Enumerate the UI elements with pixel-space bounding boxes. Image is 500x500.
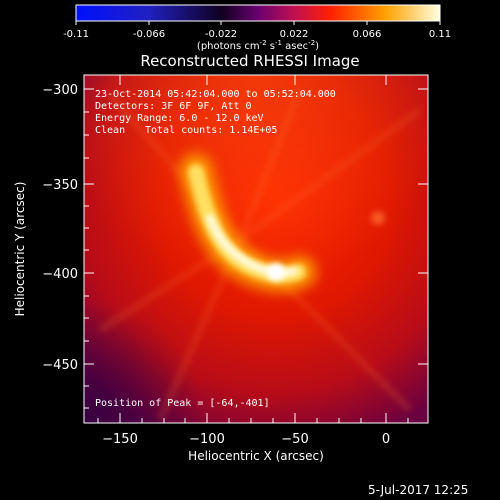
colorbar-tick-label: -0.022 xyxy=(205,29,237,40)
info-line-time-range: 23-Oct-2014 05:42:04.000 to 05:52:04.000 xyxy=(95,89,336,100)
colorbar: -0.11 -0.066 -0.022 0.022 0.066 0.11 (ph… xyxy=(63,4,451,52)
colorbar-units: (photons cm-2 s-1 asec-2) xyxy=(197,39,319,52)
x-tick-label: −50 xyxy=(281,432,308,447)
secondary-source xyxy=(371,211,385,225)
peak-position-label: Position of Peak = [-64,-401] xyxy=(95,398,270,409)
info-line-energy: Energy Range: 6.0 - 12.0 keV xyxy=(95,113,264,124)
x-tick-label: −150 xyxy=(102,432,138,447)
colorbar-tick-label: 0.022 xyxy=(280,29,309,40)
y-tick-label: −400 xyxy=(42,267,78,282)
footer-timestamp: 5-Jul-2017 12:25 xyxy=(368,483,469,497)
x-axis-ticks xyxy=(97,75,409,423)
plot-frame xyxy=(83,74,429,424)
colorbar-gradient xyxy=(75,4,441,22)
info-line-algorithm: Clean xyxy=(95,125,126,136)
info-line-total-counts: Total counts: 1.14E+05 xyxy=(145,125,278,136)
x-axis-label: Heliocentric X (arcsec) xyxy=(188,449,324,463)
y-axis-ticks xyxy=(84,88,428,409)
colorbar-tick-label: 0.11 xyxy=(429,29,451,40)
info-line-detectors: Detectors: 3F 6F 9F, Att 0 xyxy=(95,101,252,112)
y-tick-label: −450 xyxy=(42,358,78,373)
y-tick-label: −300 xyxy=(42,83,78,98)
x-tick-label: 0 xyxy=(382,432,390,447)
colorbar-tick-label: -0.066 xyxy=(133,29,165,40)
y-axis-label: Heliocentric Y (arcsec) xyxy=(13,182,27,317)
colorbar-tick-marks xyxy=(75,21,441,25)
x-tick-label: −100 xyxy=(189,432,225,447)
plot-title: Reconstructed RHESSI Image xyxy=(140,52,360,70)
colorbar-tick-label: -0.11 xyxy=(63,29,89,40)
colorbar-tick-label: 0.066 xyxy=(353,29,382,40)
flare-peak xyxy=(267,263,285,281)
y-tick-label: −350 xyxy=(42,178,78,193)
